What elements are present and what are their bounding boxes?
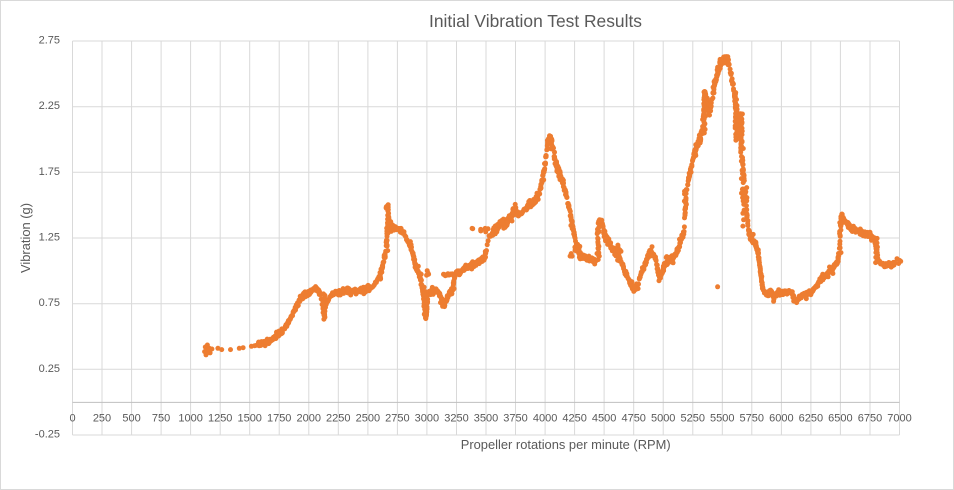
svg-text:2.25: 2.25 xyxy=(39,100,60,112)
svg-text:2750: 2750 xyxy=(385,413,409,425)
svg-text:750: 750 xyxy=(152,413,170,425)
svg-text:4250: 4250 xyxy=(562,413,586,425)
svg-text:5500: 5500 xyxy=(710,413,734,425)
svg-text:1.75: 1.75 xyxy=(39,166,60,178)
svg-text:7000: 7000 xyxy=(887,413,911,425)
svg-text:2.75: 2.75 xyxy=(39,35,60,47)
svg-text:-0.25: -0.25 xyxy=(35,429,60,441)
svg-text:4750: 4750 xyxy=(621,413,645,425)
svg-text:Propeller rotations per minute: Propeller rotations per minute (RPM) xyxy=(461,437,671,452)
svg-text:2500: 2500 xyxy=(356,413,380,425)
svg-text:1500: 1500 xyxy=(237,413,261,425)
svg-text:3250: 3250 xyxy=(444,413,468,425)
svg-text:3000: 3000 xyxy=(415,413,439,425)
svg-text:0.25: 0.25 xyxy=(39,363,60,375)
svg-text:0: 0 xyxy=(69,413,75,425)
svg-text:5750: 5750 xyxy=(740,413,764,425)
svg-text:6750: 6750 xyxy=(858,413,882,425)
svg-text:5250: 5250 xyxy=(681,413,705,425)
svg-text:Vibration (g): Vibration (g) xyxy=(18,203,33,273)
svg-text:2000: 2000 xyxy=(297,413,321,425)
svg-text:6500: 6500 xyxy=(828,413,852,425)
svg-text:1750: 1750 xyxy=(267,413,291,425)
svg-text:6000: 6000 xyxy=(769,413,793,425)
svg-text:3500: 3500 xyxy=(474,413,498,425)
svg-text:Initial Vibration Test Results: Initial Vibration Test Results xyxy=(429,11,642,31)
svg-text:2250: 2250 xyxy=(326,413,350,425)
svg-text:0.75: 0.75 xyxy=(39,297,60,309)
svg-text:250: 250 xyxy=(93,413,111,425)
svg-text:3750: 3750 xyxy=(503,413,527,425)
svg-text:6250: 6250 xyxy=(799,413,823,425)
svg-text:1000: 1000 xyxy=(178,413,202,425)
svg-text:1.25: 1.25 xyxy=(39,232,60,244)
svg-text:4500: 4500 xyxy=(592,413,616,425)
svg-text:1250: 1250 xyxy=(208,413,232,425)
svg-text:500: 500 xyxy=(122,413,140,425)
svg-text:4000: 4000 xyxy=(533,413,557,425)
svg-text:5000: 5000 xyxy=(651,413,675,425)
